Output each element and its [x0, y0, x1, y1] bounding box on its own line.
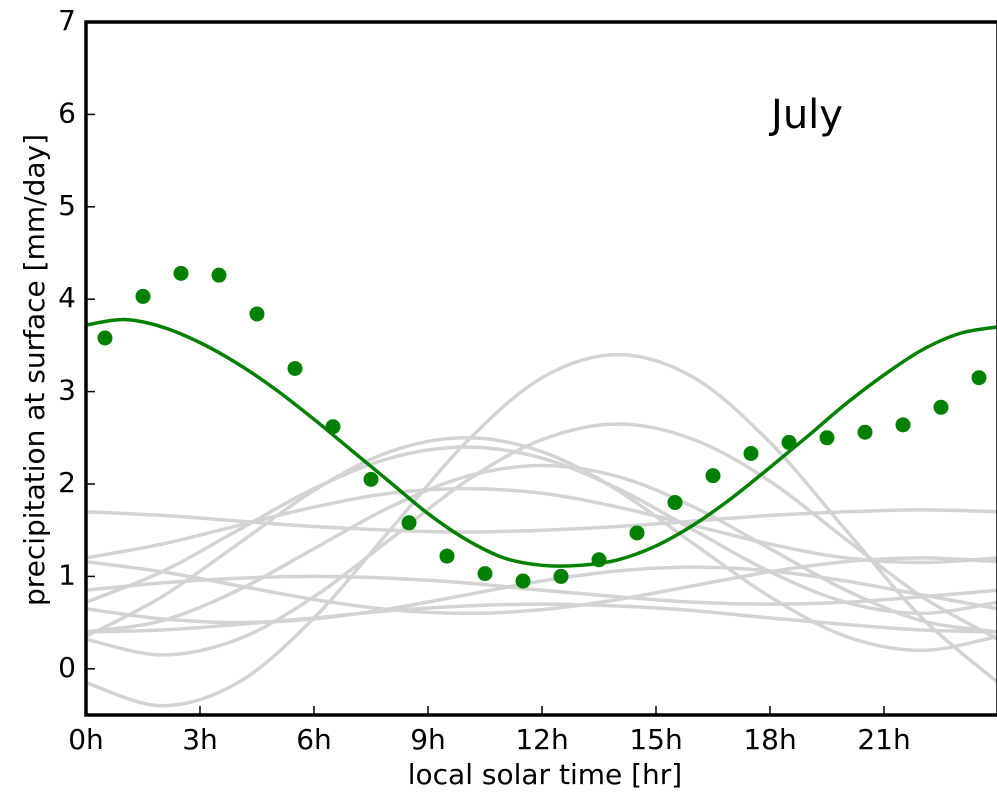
y-tick-label: 6 [58, 96, 76, 129]
data-point [173, 265, 189, 281]
series-line [85, 486, 997, 565]
data-point [819, 430, 835, 446]
data-point [439, 548, 455, 564]
annotation: July [768, 92, 843, 138]
x-tick-label: 3h [182, 723, 218, 756]
data-point [667, 494, 683, 510]
data-point [705, 468, 721, 484]
data-point [249, 306, 265, 322]
x-tick-label: 6h [296, 723, 332, 756]
y-tick-label: 2 [58, 466, 76, 499]
data-point [135, 288, 151, 304]
x-tick-label: 9h [410, 723, 446, 756]
data-point [933, 399, 949, 415]
x-tick-label: 18h [743, 723, 796, 756]
data-point [895, 417, 911, 433]
x-axis-label: local solar time [hr] [408, 758, 682, 791]
data-point [781, 434, 797, 450]
x-tick-label: 0h [68, 723, 104, 756]
y-tick-label: 3 [58, 374, 76, 407]
data-point [515, 573, 531, 589]
data-point [857, 424, 873, 440]
data-point [477, 566, 493, 582]
data-point [287, 361, 303, 376]
x-tick-label: 15h [629, 723, 682, 756]
series-line [85, 317, 997, 568]
x-tick-label: 12h [515, 723, 568, 756]
data-point [401, 515, 417, 531]
series-line [85, 436, 997, 653]
x-tick-label: 21h [857, 723, 910, 756]
data-point [743, 446, 759, 462]
y-tick-label: 5 [58, 189, 76, 222]
data-point [971, 370, 987, 386]
series-line [85, 565, 997, 625]
y-tick-label: 0 [58, 651, 76, 684]
series-line [85, 463, 997, 634]
data-point [325, 419, 341, 435]
series-line [85, 422, 997, 657]
series-line [85, 574, 997, 606]
data-point [629, 525, 645, 541]
data-point [211, 267, 227, 283]
series-line [85, 508, 997, 534]
data-point [97, 330, 113, 346]
data-point [363, 471, 379, 487]
y-tick-label: 7 [58, 4, 76, 37]
data-point [553, 568, 569, 584]
series-line [85, 602, 997, 634]
y-tick-label: 1 [58, 558, 76, 591]
series-line [85, 352, 997, 708]
data-point [591, 552, 607, 568]
series-line [85, 556, 997, 616]
y-tick-label: 4 [58, 281, 76, 314]
y-axis-label: precipitation at surface [mm/day] [18, 134, 51, 606]
